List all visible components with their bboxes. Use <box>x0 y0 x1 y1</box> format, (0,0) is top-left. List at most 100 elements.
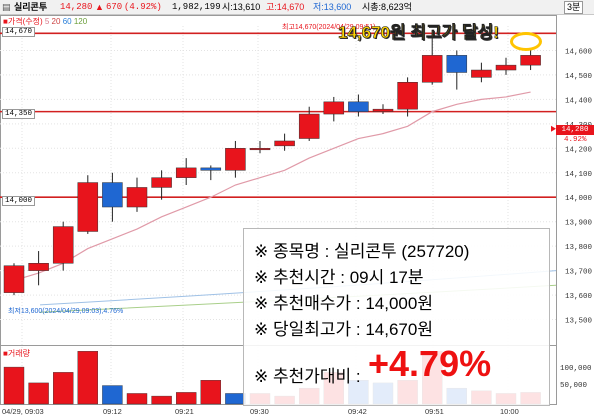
x-tick-label: 09:42 <box>348 407 367 416</box>
legend-price-icon: ■ <box>3 17 8 26</box>
candle <box>397 77 418 117</box>
period-button[interactable]: 3분 <box>564 1 584 14</box>
info-vs-recommend-value: +4.79% <box>368 343 492 384</box>
volume-bar <box>3 366 25 405</box>
candle <box>249 140 271 154</box>
y-tick-label: 13,900 <box>565 220 593 228</box>
candle <box>151 170 172 200</box>
volume-legend-label: 거래량 <box>7 349 30 358</box>
info-day-high: ※ 당일최고가 : 14,670원 <box>254 320 433 339</box>
volume-bar <box>102 385 123 405</box>
volume-tick-label: 50,000 <box>560 382 588 390</box>
candle-body <box>77 182 99 232</box>
candle <box>372 104 394 115</box>
y-tick-label: 13,600 <box>565 293 593 301</box>
high-price-callout: 14,670원 최고가 달성! <box>338 23 500 43</box>
current-price: 14,280 <box>60 2 93 12</box>
y-tick-label: 14,600 <box>565 48 593 56</box>
candle <box>421 33 443 85</box>
open-price: 시:13,610 <box>222 2 261 12</box>
candle-body <box>421 55 443 83</box>
ma5-line <box>13 91 531 281</box>
volume-bar <box>77 351 99 405</box>
y-tick-label: 13,800 <box>565 244 593 252</box>
volume-tick-label: 100,000 <box>560 365 592 373</box>
volume-bar <box>28 382 49 405</box>
x-tick-label: 09:51 <box>425 407 444 416</box>
candle-body <box>225 148 246 171</box>
y-tick-label: 14,200 <box>565 146 593 154</box>
hline-label-bottom: 14,000 <box>2 196 36 206</box>
candle <box>298 106 320 141</box>
current-price-tag: 14,280 <box>556 125 594 135</box>
candle <box>175 158 197 185</box>
candle-body <box>249 148 271 151</box>
candle <box>323 96 345 122</box>
x-tick-label: 09:12 <box>103 407 122 416</box>
low-marker-label: 최저13,600(2024/04/29,09:03),4.76% <box>8 308 124 315</box>
candle <box>348 94 369 117</box>
candle <box>274 133 295 151</box>
info-vs-recommend-label: ※ 추천가대비 : <box>254 367 361 386</box>
x-tick-label: 09:21 <box>175 407 194 416</box>
y-tick-label: 14,100 <box>565 171 593 179</box>
volume-bar <box>200 380 222 405</box>
legend-ma20: 20 <box>51 17 61 26</box>
market-cap: 시총:8,623억 <box>362 2 412 12</box>
hline-label-mid: 14,350 <box>2 109 36 119</box>
candle <box>126 177 148 212</box>
volume-bar <box>175 392 197 405</box>
high-price: 고:14,670 <box>266 2 305 12</box>
candle <box>225 140 246 178</box>
candle <box>446 50 468 90</box>
price-change-pct: (4.92%) <box>124 2 162 12</box>
volume-bar <box>53 372 74 405</box>
candle-body <box>200 167 222 171</box>
candle-body <box>102 182 123 208</box>
high-marker-label: 최고14,670(2024/04/29,09:51) <box>282 24 376 31</box>
candle <box>77 175 99 234</box>
candle-body <box>471 69 492 78</box>
candle <box>495 57 517 75</box>
y-tick-label: 13,500 <box>565 318 593 326</box>
stock-name[interactable]: 실리콘투 <box>14 2 48 12</box>
moving-average-lines <box>13 91 531 281</box>
candle-body <box>274 140 295 147</box>
legend-ma60: 60 <box>62 17 72 26</box>
candle-body <box>520 55 541 66</box>
y-tick-label: 14,000 <box>565 195 593 203</box>
hline-label-top: 14,670 <box>2 27 36 37</box>
candle <box>471 62 492 83</box>
candle-body <box>52 226 74 264</box>
recommendation-info-box: ※ 종목명 : 실리콘투 (257720) ※ 추천시간 : 09시 17분 ※… <box>243 228 550 406</box>
candle-body <box>126 187 148 208</box>
x-tick-label: 09:30 <box>250 407 269 416</box>
volume-value: 1,982,199 <box>172 2 221 12</box>
price-legend: ■가격(수정) 5 20 60 120 <box>3 16 87 27</box>
candle-body <box>372 108 394 112</box>
legend-price-label: 가격(수정) <box>7 17 43 26</box>
candle-body <box>397 82 418 110</box>
candle-body <box>175 167 197 178</box>
volume-legend: ■거래량 <box>3 349 30 358</box>
candle <box>520 48 541 71</box>
info-recommend-buy-price: ※ 추천매수가 : 14,000원 <box>254 294 433 313</box>
y-tick-label: 13,700 <box>565 269 593 277</box>
candle-body <box>28 263 49 271</box>
candle-body <box>298 113 320 139</box>
candle <box>3 263 25 296</box>
candle <box>52 221 74 271</box>
candle-body <box>151 177 172 188</box>
candle <box>28 251 49 286</box>
legend-ma120: 120 <box>73 17 88 26</box>
x-tick-label: 10:00 <box>500 407 519 416</box>
stock-header-bar: ▤ 실리콘투 14,280 ▲ 670 (4.92%) 1,982,199 시:… <box>0 0 594 15</box>
candle-body <box>348 101 369 112</box>
y-tick-label: 14,400 <box>565 97 593 105</box>
candle <box>102 172 123 222</box>
candle <box>200 165 222 181</box>
candle-body <box>323 101 345 115</box>
volume-bar <box>126 393 148 405</box>
x-tick-label: 04/29, 09:03 <box>2 407 44 416</box>
menu-icon[interactable]: ▤ <box>2 2 11 12</box>
